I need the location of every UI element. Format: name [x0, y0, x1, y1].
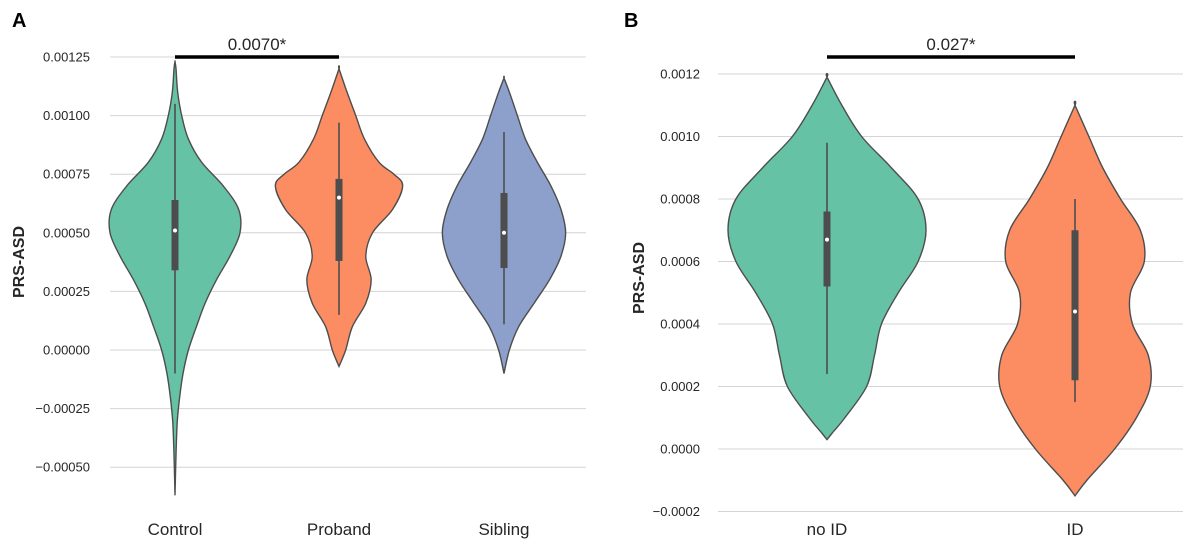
panel-b-y-axis-label: PRS-ASD: [631, 242, 648, 314]
significance-label: 0.0070*: [228, 35, 287, 54]
x-category-label: Sibling: [478, 520, 529, 539]
violin-no-id: [727, 72, 927, 441]
y-tick-label: 0.00025: [43, 284, 90, 299]
panel-a-label: A: [12, 10, 26, 32]
y-tick-label: 0.0000: [660, 442, 700, 457]
panel-a-y-axis-label: PRS-ASD: [11, 226, 28, 298]
panel-b-label: B: [624, 10, 638, 32]
y-tick-label: 0.0012: [660, 67, 700, 82]
panel-a: A PRS-ASD −0.00050 −0.00025 0.00000 0.00025…: [11, 10, 586, 539]
x-category-label: Control: [148, 520, 203, 539]
y-tick-label: 0.00100: [43, 108, 90, 123]
y-tick-label: 0.00075: [43, 167, 90, 182]
median-dot: [825, 237, 829, 242]
iqr-box: [171, 199, 179, 271]
y-tick-label: 0.0002: [660, 379, 700, 394]
median-dot: [1073, 309, 1077, 314]
y-tick-label: 0.0010: [660, 129, 700, 144]
x-category-label: ID: [1067, 520, 1084, 539]
median-dot: [337, 195, 341, 200]
panel-b: B PRS-ASD −0.0002 0.0000 0.0002 0.0004 0.000…: [624, 10, 1183, 539]
violin-proband: [274, 65, 404, 369]
y-tick-label: 0.0008: [660, 192, 700, 207]
iqr-box: [500, 192, 508, 268]
y-tick-label: 0.0006: [660, 254, 700, 269]
x-category-label: no ID: [807, 520, 848, 539]
iqr-box: [823, 211, 831, 287]
violin-id: [998, 100, 1152, 498]
x-category-label: Proband: [307, 520, 371, 539]
y-tick-label: 0.00125: [43, 50, 90, 65]
y-tick-label: −0.00025: [35, 401, 90, 416]
iqr-box: [1071, 230, 1079, 381]
iqr-box: [335, 178, 343, 261]
y-tick-label: 0.0004: [660, 317, 700, 332]
y-tick-label: 0.00000: [43, 343, 90, 358]
violin-control: [108, 60, 242, 496]
median-dot: [502, 230, 506, 235]
median-dot: [173, 228, 177, 233]
y-tick-label: 0.00050: [43, 225, 90, 240]
y-tick-label: −0.0002: [653, 504, 700, 519]
violin-sibling: [441, 75, 567, 374]
significance-label: 0.027*: [926, 35, 976, 54]
y-tick-label: −0.00050: [35, 460, 90, 475]
